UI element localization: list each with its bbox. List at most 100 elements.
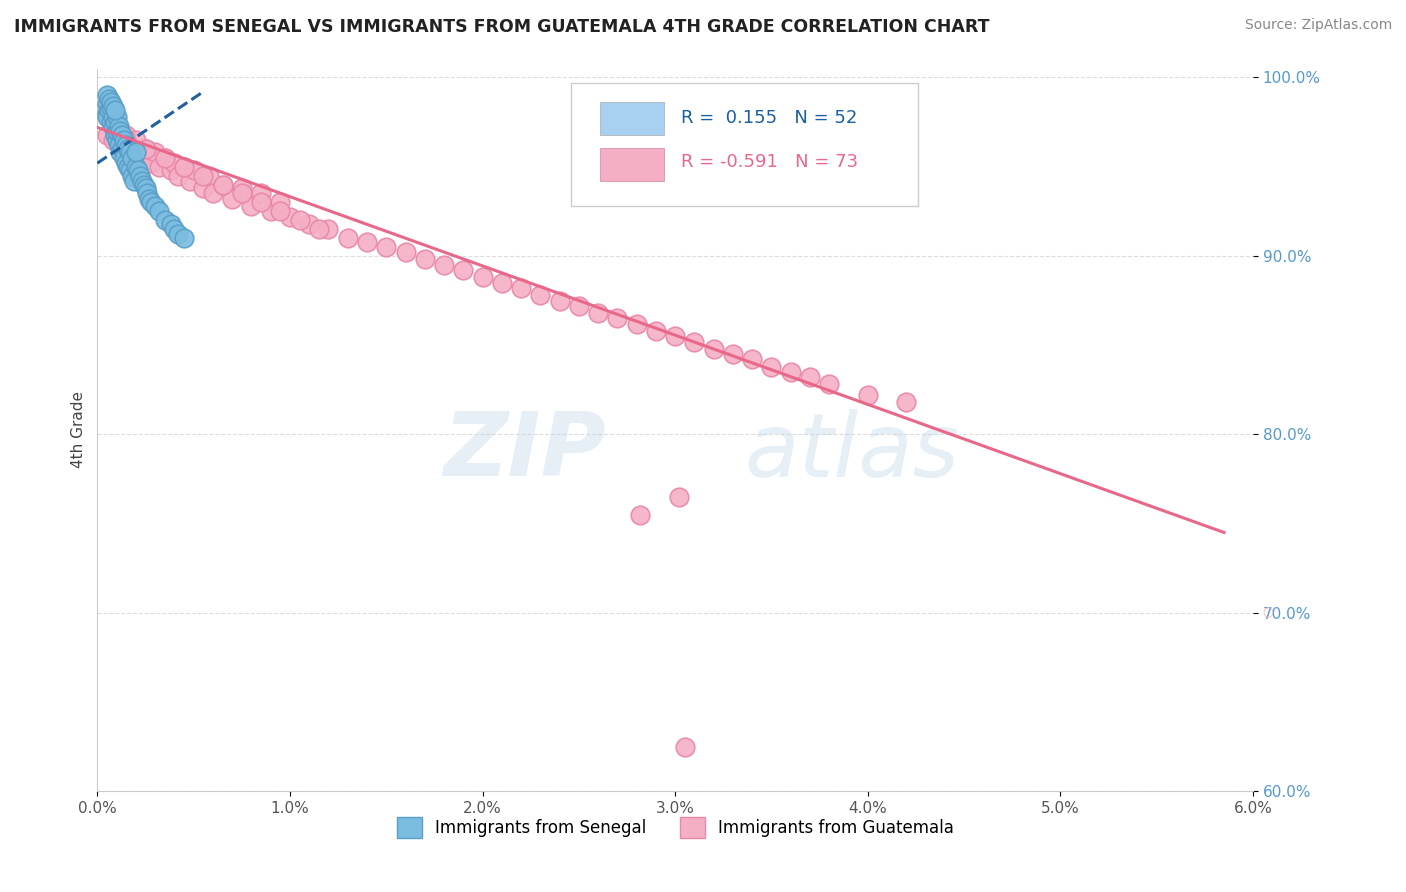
Point <box>121 145 143 160</box>
Text: Source: ZipAtlas.com: Source: ZipAtlas.com <box>1244 18 1392 32</box>
Point <box>120 163 142 178</box>
Point <box>318 222 340 236</box>
Point <box>198 169 221 183</box>
Point <box>721 347 744 361</box>
Point <box>115 156 138 170</box>
Point <box>510 281 533 295</box>
Point <box>105 110 128 124</box>
Point <box>568 299 591 313</box>
Point <box>153 213 176 227</box>
Point <box>626 317 648 331</box>
Point <box>630 508 652 522</box>
Point <box>96 106 118 120</box>
FancyBboxPatch shape <box>571 83 918 206</box>
Point <box>134 142 156 156</box>
Point <box>529 288 551 302</box>
Point <box>896 395 918 409</box>
Point <box>250 195 273 210</box>
Point <box>308 222 330 236</box>
Point <box>101 120 124 135</box>
Point <box>356 235 378 249</box>
Point <box>143 145 166 160</box>
Point <box>163 222 186 236</box>
Point <box>141 156 163 170</box>
Point <box>167 169 190 183</box>
Point <box>101 99 124 113</box>
Point <box>117 142 139 156</box>
Point <box>143 199 166 213</box>
Point <box>131 174 153 188</box>
Point <box>433 258 456 272</box>
Point <box>121 151 143 165</box>
Point <box>125 145 148 160</box>
Point <box>173 160 195 174</box>
Point <box>105 124 128 138</box>
Point <box>298 217 321 231</box>
Point <box>100 115 122 129</box>
Point <box>115 138 138 153</box>
Text: R = -0.591   N = 73: R = -0.591 N = 73 <box>681 153 858 171</box>
Point <box>183 163 205 178</box>
Point <box>683 334 706 349</box>
Point <box>97 92 120 106</box>
Point <box>394 245 416 260</box>
Point <box>122 174 145 188</box>
Point <box>586 306 609 320</box>
Point <box>153 151 176 165</box>
Point <box>453 263 475 277</box>
Point <box>101 110 124 124</box>
Point <box>664 329 686 343</box>
Point <box>645 324 668 338</box>
Point <box>193 181 215 195</box>
FancyBboxPatch shape <box>600 103 664 135</box>
Point <box>134 181 156 195</box>
Point <box>818 377 841 392</box>
Point <box>471 270 494 285</box>
Text: IMMIGRANTS FROM SENEGAL VS IMMIGRANTS FROM GUATEMALA 4TH GRADE CORRELATION CHART: IMMIGRANTS FROM SENEGAL VS IMMIGRANTS FR… <box>14 18 990 36</box>
Point <box>703 342 725 356</box>
Point <box>110 138 132 153</box>
Point <box>115 133 138 147</box>
Point <box>127 163 149 178</box>
Legend: Immigrants from Senegal, Immigrants from Guatemala: Immigrants from Senegal, Immigrants from… <box>389 811 960 845</box>
Point <box>112 151 135 165</box>
Text: R =  0.155   N = 52: R = 0.155 N = 52 <box>681 109 858 127</box>
Y-axis label: 4th Grade: 4th Grade <box>72 392 86 468</box>
Point <box>375 240 398 254</box>
Point <box>107 119 129 133</box>
Point <box>201 186 224 201</box>
Point <box>96 110 118 124</box>
Point <box>159 217 181 231</box>
Point <box>125 160 148 174</box>
Point <box>136 186 159 201</box>
Point <box>159 163 181 178</box>
Point <box>163 156 186 170</box>
Point <box>221 192 243 206</box>
Point <box>100 95 122 110</box>
Point <box>269 204 291 219</box>
Point <box>193 169 215 183</box>
Point <box>117 160 139 174</box>
Point <box>250 186 273 201</box>
Point <box>240 199 263 213</box>
Point <box>779 365 801 379</box>
Text: ZIP: ZIP <box>443 408 606 495</box>
Point <box>132 178 155 192</box>
Point <box>231 186 253 201</box>
Text: ○: ○ <box>1263 607 1274 619</box>
Point <box>211 178 233 192</box>
Point <box>141 195 163 210</box>
Point <box>179 174 201 188</box>
Point <box>110 124 132 138</box>
Point <box>173 160 195 174</box>
Point <box>105 124 128 138</box>
Point <box>111 128 134 142</box>
Point <box>120 145 142 160</box>
Point <box>761 359 783 374</box>
Point <box>548 293 571 308</box>
Point <box>211 178 233 192</box>
Point <box>413 252 436 267</box>
Point <box>336 231 359 245</box>
Point <box>134 142 156 156</box>
Point <box>668 490 690 504</box>
